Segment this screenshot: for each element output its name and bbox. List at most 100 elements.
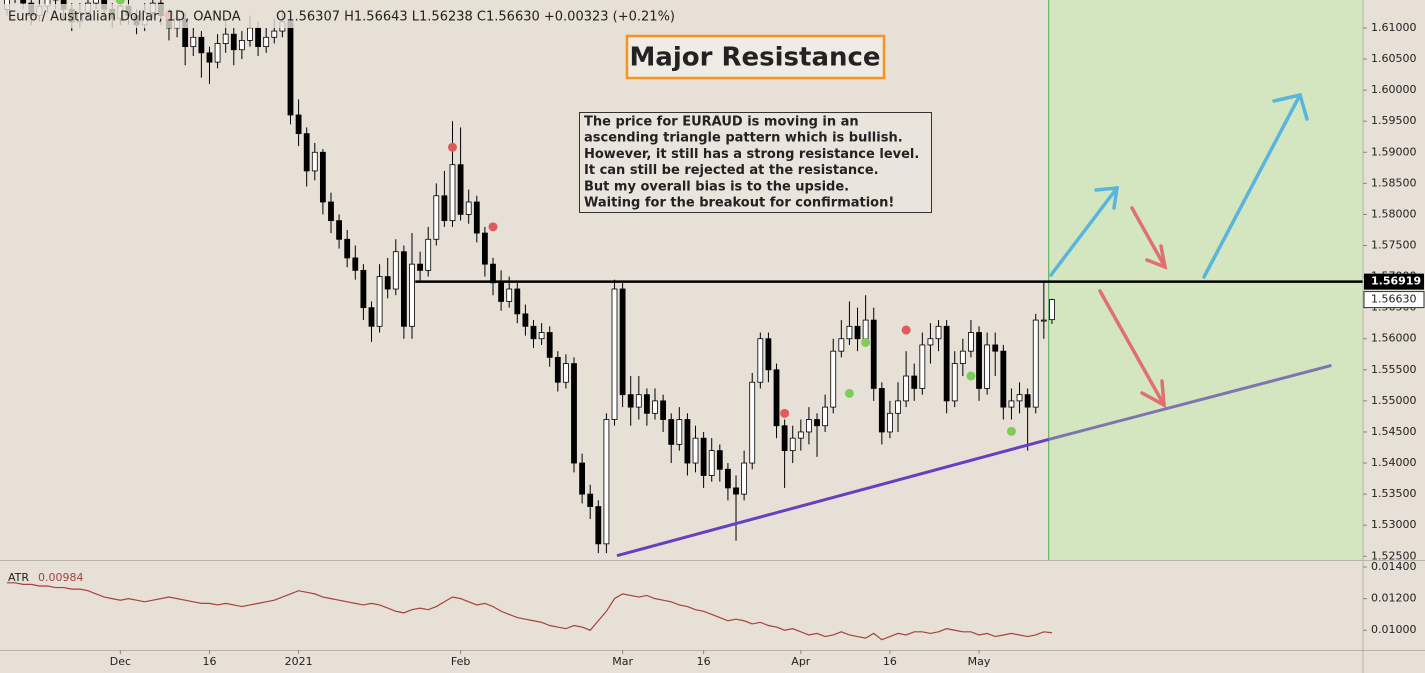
candle-body: [303, 133, 310, 172]
x-tick-label: Feb: [451, 655, 470, 668]
note-line: Waiting for the breakout for confirmatio…: [584, 196, 894, 211]
x-tick-label: 16: [883, 655, 897, 668]
candle-body: [554, 356, 561, 383]
x-tick-label: Apr: [791, 655, 811, 668]
support-line: [616, 437, 1050, 558]
signal-dot: [1006, 426, 1016, 436]
candle-body: [927, 338, 934, 346]
candle-body: [635, 394, 642, 408]
candle-body: [700, 437, 707, 476]
candle-body: [660, 400, 667, 420]
candle-body: [311, 151, 318, 172]
atr-tick-label: 0.01200: [1371, 592, 1417, 605]
zone-layer: [1048, 0, 1363, 560]
candle-body: [733, 487, 739, 495]
signal-dot: [844, 388, 854, 398]
y-tick-label: 1.58000: [1371, 207, 1417, 220]
note-line: However, it still has a strong resistanc…: [584, 147, 919, 162]
candle-body: [425, 238, 432, 271]
candle-body: [190, 36, 197, 48]
candle-body: [538, 332, 545, 340]
candle-body: [976, 332, 982, 389]
signal-dot: [780, 408, 790, 418]
note-line: But my overall bias is to the upside.: [584, 179, 849, 194]
candle-body: [806, 419, 812, 433]
note-line: It can still be rejected at the resistan…: [584, 163, 879, 178]
candle-body: [668, 419, 675, 445]
candle-body: [384, 276, 391, 290]
y-tick-label: 1.52500: [1371, 549, 1417, 562]
candle-body: [903, 375, 910, 402]
candle-body: [473, 201, 480, 234]
candle-body: [344, 238, 351, 259]
candle-body: [652, 400, 658, 414]
candle-body: [328, 201, 334, 222]
candle-body: [1024, 394, 1031, 408]
candle-body: [741, 462, 748, 495]
candle-body: [271, 30, 278, 38]
note-line: The price for EURAUD is moving in an: [584, 115, 859, 130]
candle-body: [627, 394, 634, 408]
candle-body: [773, 369, 780, 427]
note-box: [579, 112, 932, 213]
y-tick-label: 1.60500: [1371, 52, 1417, 65]
candle-body: [441, 195, 448, 222]
candle-body: [878, 388, 885, 433]
candle-body: [93, 0, 99, 4]
candle-body: [368, 307, 375, 327]
candle-body: [644, 394, 650, 414]
candle-body: [546, 332, 553, 358]
x-tick-label: 16: [202, 655, 216, 668]
candle-body: [400, 251, 407, 327]
candle-body: [522, 313, 529, 327]
candle-body: [911, 375, 918, 389]
resistance-badge: [1364, 273, 1424, 290]
candle-body: [255, 27, 261, 48]
candle-body: [919, 344, 926, 389]
candle-body: [579, 462, 586, 495]
y-tick-label: 1.53500: [1371, 487, 1417, 500]
candle-body: [238, 39, 245, 51]
atr-pane: [6, 582, 1053, 641]
signal-dot: [488, 222, 498, 232]
candle-body: [725, 468, 731, 489]
candle-body: [603, 419, 610, 545]
last-price-label: 1.56630: [1371, 293, 1417, 306]
candle-body: [959, 350, 966, 364]
candle-body: [757, 338, 764, 383]
candle-body: [263, 36, 270, 48]
candle-body: [295, 114, 302, 135]
y-tick-label: 1.56000: [1371, 332, 1417, 345]
candle-body: [797, 431, 804, 439]
header-bg: [0, 4, 630, 28]
x-tick-label: 16: [697, 655, 711, 668]
candle-body: [198, 36, 205, 54]
candle-body: [789, 437, 796, 452]
candle-body: [935, 325, 942, 340]
candle-body: [409, 263, 415, 327]
x-tick-label: Mar: [612, 655, 633, 668]
note-line: ascending triangle pattern which is bull…: [584, 131, 903, 146]
candle-body: [992, 344, 999, 352]
candle-body: [716, 450, 723, 470]
candle-body: [214, 43, 221, 63]
signal-dot: [901, 325, 911, 335]
candle-body: [846, 325, 853, 340]
candle-body: [862, 319, 869, 340]
candle-body: [206, 52, 213, 63]
candle-body: [749, 381, 756, 464]
signal-dot: [447, 142, 457, 152]
candle-body: [20, 0, 27, 4]
note: The price for EURAUD is moving in anasce…: [584, 115, 919, 211]
candle-body: [433, 195, 440, 240]
resistance-badge-label: 1.56919: [1371, 275, 1421, 288]
y-tick-label: 1.59000: [1371, 145, 1417, 158]
candle-body: [854, 325, 861, 340]
symbol-title: Euro / Australian Dollar, 1D, OANDA: [8, 10, 241, 25]
candle-body: [781, 425, 788, 452]
arrow-up-long: [1202, 92, 1309, 279]
candle-body: [676, 419, 683, 445]
y-tick-label: 1.61000: [1371, 21, 1417, 34]
y-tick-label: 1.55000: [1371, 394, 1417, 407]
